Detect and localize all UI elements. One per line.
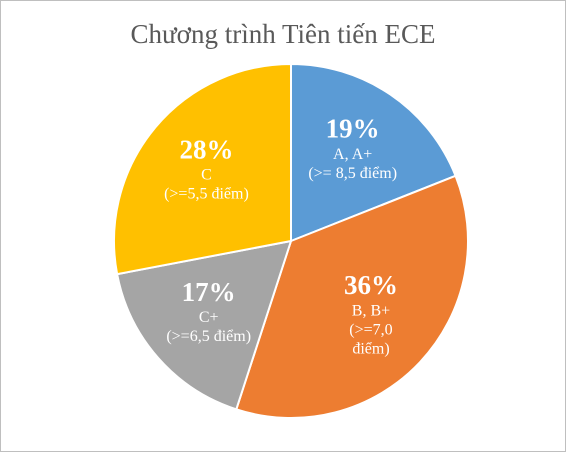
value-label: 28% bbox=[179, 134, 233, 164]
category-label: C bbox=[201, 167, 212, 184]
pie-slice bbox=[115, 239, 293, 411]
pie-slice bbox=[235, 174, 469, 419]
category-label: B, B+ bbox=[352, 302, 390, 319]
chart-title: Chương trình Tiên tiến ECE bbox=[131, 19, 436, 49]
value-label: 36% bbox=[344, 270, 398, 300]
pie-slice bbox=[290, 62, 457, 243]
category-label: (>= 8,5 điểm) bbox=[308, 165, 397, 182]
category-label: điểm) bbox=[352, 340, 389, 357]
category-label: (>=7,0 bbox=[349, 321, 392, 338]
category-label: A, A+ bbox=[333, 146, 372, 163]
category-label: (>=5,5 điểm) bbox=[164, 186, 249, 203]
category-label: C+ bbox=[199, 309, 219, 326]
value-label: 17% bbox=[182, 277, 236, 307]
value-label: 19% bbox=[326, 113, 380, 143]
pie-slice bbox=[113, 62, 292, 276]
category-label: (>=6,5 điểm) bbox=[166, 328, 251, 345]
